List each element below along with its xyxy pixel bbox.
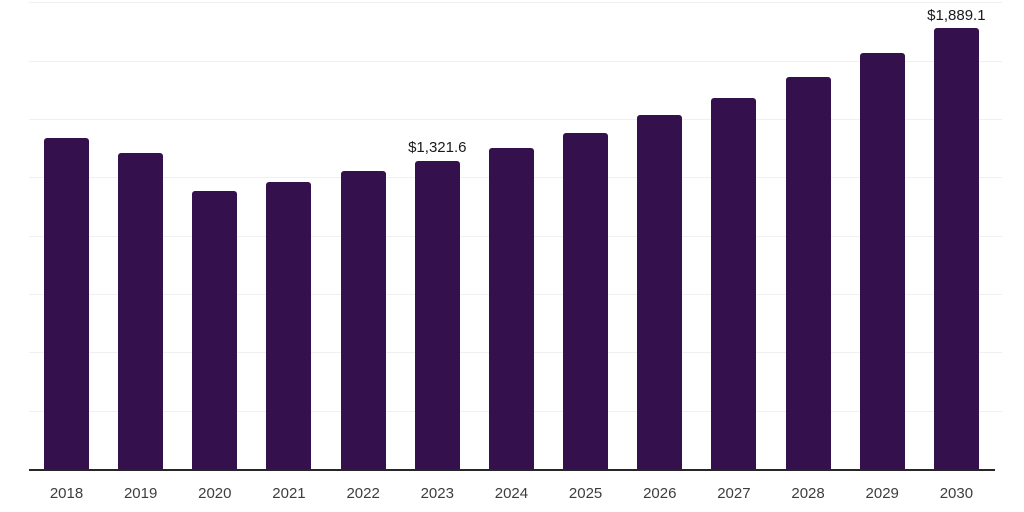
bar-2026[interactable] [637,115,683,469]
x-tick-2021: 2021 [272,485,306,502]
x-tick-2020: 2020 [198,485,232,502]
x-tick-2028: 2028 [791,485,825,502]
bar-2027[interactable] [711,97,757,469]
bar-2029[interactable] [859,52,905,469]
bar-2025[interactable] [563,132,609,469]
bar-2021[interactable] [266,182,312,469]
bar-2022[interactable] [340,171,386,469]
bars-layer: $1,321.6 $1,889.1 [44,2,986,469]
x-tick-2025: 2025 [568,485,603,502]
bar-2024[interactable] [488,147,534,469]
gridline-2000 [29,2,1002,4]
bar-2023[interactable]: $1,321.6 [408,140,466,469]
x-tick-2018: 2018 [49,485,84,502]
bar-2030[interactable]: $1,889.1 [927,7,986,469]
gridline-1500 [29,119,1002,120]
x-axis-tick-labels: 2018 2019 2020 2021 2022 2023 2024 2025 2026 2027… [44,485,979,502]
x-tick-2022: 2022 [346,485,380,502]
x-tick-2026: 2026 [643,485,677,502]
gridline-1750 [29,60,1002,62]
bar-value-label-2030: $1,889.1 [927,6,986,24]
x-tick-2027: 2027 [717,485,751,502]
x-tick-2023: 2023 [420,485,454,502]
x-axis-line [29,469,995,471]
x-tick-2024: 2024 [494,485,529,502]
x-tick-2030: 2030 [939,485,974,502]
bar-2020[interactable] [192,190,238,469]
bar-value-label-2023: $1,321.6 [408,139,467,157]
bar-2019[interactable] [118,153,164,469]
x-tick-2029: 2029 [865,485,899,502]
bar-2028[interactable] [785,76,831,469]
bar-2018[interactable] [44,137,89,469]
x-tick-2019: 2019 [123,485,158,502]
